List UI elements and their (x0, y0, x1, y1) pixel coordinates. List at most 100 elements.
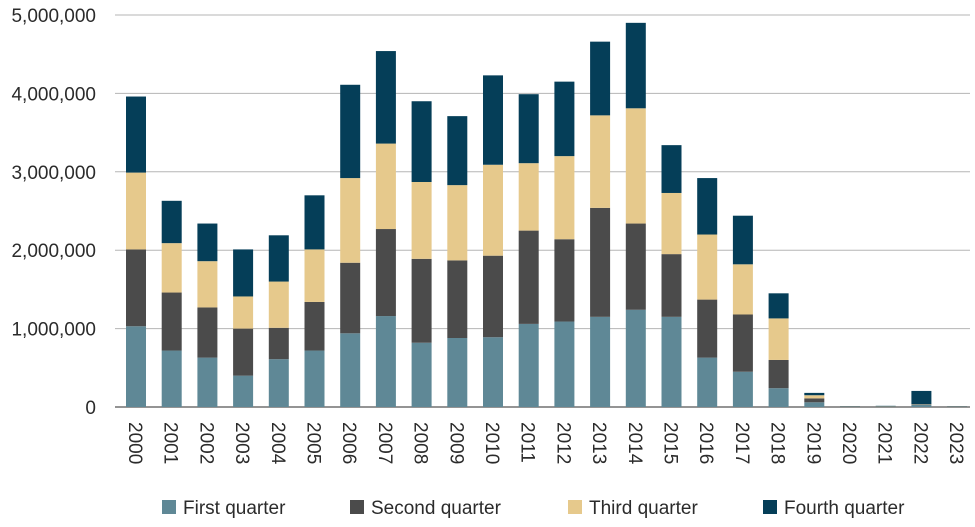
x-tick-label: 2000 (124, 422, 145, 464)
x-tick-label: 2002 (195, 422, 216, 464)
x-tick-label: 2004 (267, 422, 288, 465)
bar-segment (662, 193, 682, 254)
bar-segment (483, 165, 503, 256)
bar-segment (197, 261, 217, 307)
bar-segment (305, 249, 325, 302)
bar-segment (447, 338, 467, 407)
legend-label: Fourth quarter (784, 498, 905, 519)
bar-segment (376, 229, 396, 316)
bar-segment (233, 296, 253, 328)
x-tick-label: 2015 (660, 422, 681, 464)
bar-segment (590, 115, 610, 208)
legend-label: Second quarter (371, 498, 502, 519)
bar-segment (483, 75, 503, 164)
bar-segment (483, 337, 503, 407)
bar-segment (519, 231, 539, 324)
bar-segment (662, 254, 682, 317)
bar-segment (911, 405, 931, 407)
bar-segment (697, 178, 717, 234)
bar-segment (447, 116, 467, 185)
bar-segment (376, 144, 396, 229)
legend-swatch (568, 500, 582, 514)
x-tick-label: 2012 (552, 422, 573, 464)
x-tick-label: 2020 (838, 422, 859, 464)
x-tick-label: 2016 (695, 422, 716, 464)
y-tick-label: 2,000,000 (11, 241, 96, 262)
bar-segment (554, 82, 574, 156)
bar-segment (554, 156, 574, 239)
legend-swatch (162, 500, 176, 514)
y-tick-label: 4,000,000 (11, 84, 96, 105)
bar-segment (412, 182, 432, 259)
x-tick-label: 2019 (802, 422, 823, 464)
bar-segment (804, 395, 824, 398)
bar-segment (554, 239, 574, 321)
bar-segment (804, 398, 824, 402)
x-tick-label: 2014 (624, 422, 645, 465)
bar-segment (269, 235, 289, 281)
bar-segment (769, 388, 789, 407)
bar-segment (162, 293, 182, 351)
bar-segment (197, 224, 217, 262)
legend-label: Third quarter (589, 498, 698, 519)
x-tick-label: 2007 (374, 422, 395, 464)
bar-segment (519, 163, 539, 230)
bar-segment (733, 216, 753, 265)
bar-segment (162, 243, 182, 292)
bar-segment (412, 343, 432, 407)
bar-segment (126, 173, 146, 250)
bar-segment (590, 317, 610, 407)
y-tick-label: 5,000,000 (11, 6, 96, 27)
y-tick-label: 3,000,000 (11, 163, 96, 184)
y-tick-label: 1,000,000 (11, 320, 96, 341)
x-tick-label: 2005 (303, 422, 324, 464)
bar-segment (376, 51, 396, 144)
bar-segment (733, 372, 753, 407)
x-tick-label: 2023 (945, 422, 966, 464)
legend-label: First quarter (183, 498, 286, 519)
bar-segment (590, 208, 610, 317)
bar-segment (769, 360, 789, 388)
x-tick-label: 2017 (731, 422, 752, 464)
bar-segment (662, 145, 682, 193)
x-tick-label: 2008 (410, 422, 431, 464)
bar-segment (126, 326, 146, 407)
bar-segment (269, 359, 289, 407)
x-tick-label: 2011 (517, 422, 538, 463)
legend-swatch (350, 500, 364, 514)
bar-segment (447, 260, 467, 338)
legend-swatch (763, 500, 777, 514)
bar-segment (626, 310, 646, 407)
bar-segment (412, 101, 432, 182)
bar-segment (126, 97, 146, 173)
bar-segment (162, 351, 182, 407)
bar-segment (269, 328, 289, 359)
x-tick-label: 2006 (338, 422, 359, 464)
bar-segment (233, 249, 253, 296)
bar-segment (197, 307, 217, 357)
bar-segment (340, 263, 360, 334)
bar-segment (626, 224, 646, 310)
bar-segment (162, 201, 182, 243)
bar-segment (697, 300, 717, 358)
bar-segment (233, 376, 253, 407)
bar-segment (554, 322, 574, 407)
bar-segment (697, 235, 717, 300)
bar-segment (269, 282, 289, 328)
x-tick-label: 2021 (874, 422, 895, 464)
bar-segment (340, 85, 360, 178)
y-axis-ticks: 01,000,0002,000,0003,000,0004,000,0005,0… (11, 6, 96, 419)
bars (126, 23, 967, 407)
bar-segment (305, 302, 325, 351)
bar-segment (305, 351, 325, 407)
bar-segment (340, 333, 360, 407)
bar-segment (197, 358, 217, 407)
bar-segment (340, 178, 360, 263)
bar-segment (519, 324, 539, 407)
bar-segment (447, 185, 467, 260)
legend: First quarter Second quarter Third quarter… (162, 498, 905, 519)
bar-segment (519, 94, 539, 163)
x-tick-label: 2003 (231, 422, 252, 464)
